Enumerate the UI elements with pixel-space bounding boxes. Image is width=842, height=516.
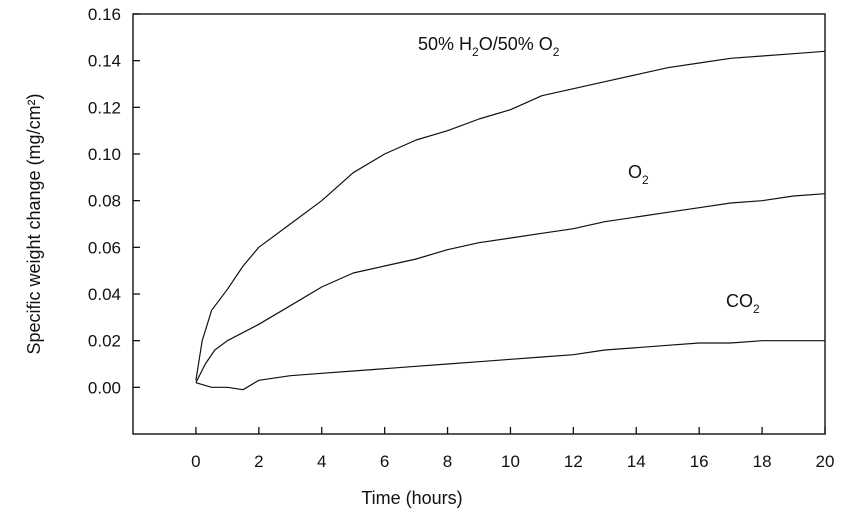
- y-tick-label: 0.02: [88, 332, 121, 351]
- y-tick-label: 0.10: [88, 145, 121, 164]
- y-tick-label: 0.00: [88, 378, 121, 397]
- y-tick-label: 0.12: [88, 98, 121, 117]
- x-tick-label: 4: [317, 452, 326, 471]
- x-tick-label: 8: [443, 452, 452, 471]
- x-tick-label: 2: [254, 452, 263, 471]
- x-tick-label: 14: [627, 452, 646, 471]
- plot-frame: [132, 13, 826, 435]
- y-axis-label: Specific weight change (mg/cm²): [24, 93, 44, 354]
- x-tick-label: 6: [380, 452, 389, 471]
- y-tick-label: 0.04: [88, 285, 121, 304]
- series-line-co2: [195, 340, 825, 391]
- x-tick-label: 12: [564, 452, 583, 471]
- x-tick-label: 18: [753, 452, 772, 471]
- series-label-co2: CO2: [726, 291, 760, 316]
- y-tick-label: 0.14: [88, 52, 121, 71]
- series-label-h2o-o2: 50% H2O/50% O2: [418, 34, 560, 59]
- y-axis: 0.00 0.02 0.04 0.06 0.08 0.10 0.12 0.14 0.16: [88, 5, 140, 397]
- series-label-o2: O2: [628, 162, 649, 187]
- x-axis: 0 2 4 6 8 10 12 14 16 18 20: [191, 427, 834, 471]
- x-tick-label: 0: [191, 452, 200, 471]
- series-line-o2: [195, 193, 826, 383]
- series-line-h2o-o2: [195, 50, 826, 381]
- y-tick-label: 0.06: [88, 238, 121, 257]
- series-lines: [195, 50, 826, 391]
- y-tick-label: 0.08: [88, 192, 121, 211]
- x-axis-label: Time (hours): [361, 488, 462, 508]
- x-tick-label: 16: [690, 452, 709, 471]
- x-tick-label: 20: [816, 452, 835, 471]
- x-tick-label: 10: [501, 452, 520, 471]
- y-tick-label: 0.16: [88, 5, 121, 24]
